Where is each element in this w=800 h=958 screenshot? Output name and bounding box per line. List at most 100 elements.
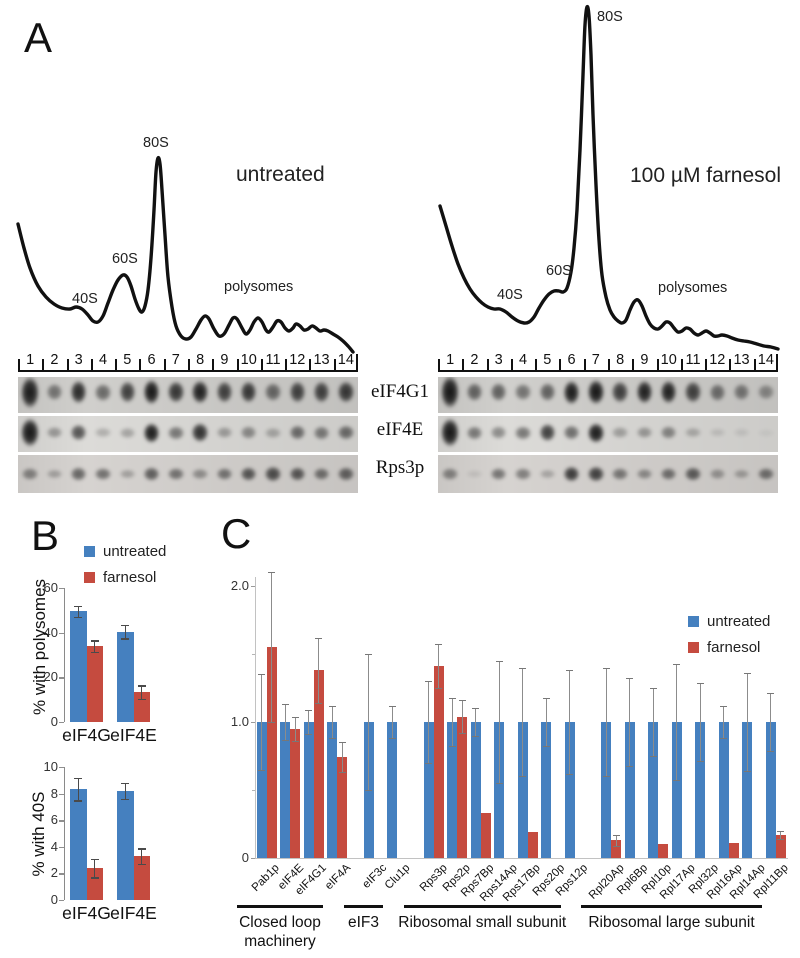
- y-tick: [59, 900, 64, 902]
- legend-swatch-farnesol: [688, 642, 699, 653]
- lane-tick: [139, 359, 142, 370]
- error-bar: [124, 624, 126, 639]
- blot-band: [18, 377, 43, 413]
- lane-tick: [535, 359, 538, 370]
- category-label-Clu1p: Clu1p: [382, 862, 413, 892]
- blot-band: [262, 464, 284, 484]
- bar-farnesol-Rps3p: [433, 666, 444, 858]
- peak-label-80s: 80S: [597, 9, 623, 25]
- error-cap: [121, 638, 130, 640]
- legend-swatch-untreated: [84, 546, 95, 557]
- blot-band: [92, 426, 114, 440]
- lane-tick: [260, 359, 263, 370]
- error-cap: [365, 790, 372, 791]
- error-cap: [305, 709, 312, 711]
- error-cap: [767, 750, 774, 752]
- error-bar: [94, 858, 96, 878]
- bar-untreated-Rpl10p: [648, 722, 658, 858]
- error-bar: [141, 685, 143, 699]
- error-bar: [391, 705, 393, 739]
- chart-percent-with-40s: 0 2 4 6 8 10 eIF4G eIF4E % with 40S: [28, 759, 203, 952]
- bar-untreated-eIF4G: [70, 611, 87, 722]
- lane-number: 14: [337, 352, 354, 368]
- error-cap: [767, 693, 774, 695]
- error-cap: [448, 697, 456, 699]
- lane-number: 13: [313, 352, 330, 368]
- error-bar: [141, 848, 143, 865]
- lane-number: 14: [757, 352, 774, 368]
- blot-band: [439, 466, 461, 482]
- blot-band: [512, 466, 534, 482]
- peak-label-polysomes: polysomes: [224, 279, 294, 295]
- y-tick-label: 1.0: [230, 714, 249, 729]
- lane-tick: [559, 359, 562, 370]
- bar-untreated-eIF4E: [280, 722, 290, 858]
- blot-band: [335, 377, 357, 407]
- blot-band: [585, 377, 607, 408]
- blot-band: [92, 380, 114, 404]
- blot-band: [706, 426, 728, 439]
- error-cap: [458, 700, 466, 702]
- blot-band: [609, 425, 631, 440]
- error-cap: [602, 667, 610, 669]
- bar-farnesol-eIF4E: [133, 856, 150, 900]
- blot-band: [560, 463, 583, 485]
- lane-number: 7: [591, 352, 600, 368]
- bar-untreated-Rpl14Ap: [742, 722, 752, 858]
- bar-untreated-eIF4E: [117, 631, 134, 722]
- y-tick-label: 6: [50, 812, 58, 828]
- legend-label-farnesol: farnesol: [103, 569, 157, 586]
- lane-tick: [510, 359, 513, 370]
- blot-band: [755, 382, 777, 403]
- blot-band: [512, 381, 534, 404]
- lane-number: 5: [543, 352, 552, 368]
- error-cap: [519, 667, 526, 669]
- bar-farnesol-Rpl16Ap: [728, 843, 739, 858]
- category-label-eIF4E: eIF4E: [110, 903, 157, 923]
- error-cap: [74, 605, 83, 608]
- bar-farnesol-eIF4G1: [313, 670, 324, 858]
- blot-band: [238, 424, 260, 441]
- legend-label-farnesol: farnesol: [707, 639, 761, 656]
- error-cap: [720, 738, 727, 740]
- y-tick: [59, 722, 64, 724]
- error-cap: [74, 800, 83, 802]
- blot-band: [68, 421, 90, 444]
- blot-band: [755, 427, 777, 438]
- lane-number: 8: [616, 352, 625, 368]
- blot-band: [488, 424, 510, 441]
- blot-band: [682, 425, 704, 440]
- blot-label-rps3p: Rps3p: [375, 457, 425, 478]
- category-label-eIF4E: eIF4E: [110, 725, 157, 745]
- error-bar: [94, 640, 96, 652]
- lane-tick: [90, 359, 93, 370]
- error-bar: [294, 716, 296, 742]
- legend-swatch-untreated: [688, 616, 699, 627]
- error-cap: [388, 705, 396, 707]
- blot-band: [165, 465, 187, 483]
- error-bar: [271, 572, 272, 722]
- blot-band: [213, 465, 236, 483]
- bar-farnesol-eIF4G: [86, 646, 103, 722]
- error-bar: [124, 782, 126, 799]
- blot-band: [189, 420, 211, 445]
- panel-b-legend-row-farnesol: farnesol: [84, 569, 166, 586]
- error-cap: [495, 660, 503, 662]
- error-bar: [451, 697, 453, 747]
- bar-farnesol-Rps2p: [457, 716, 467, 858]
- blot-band: [730, 381, 753, 404]
- category-label-eIF3c: eIF3c: [360, 862, 390, 891]
- lane-number: 6: [147, 352, 156, 368]
- category-label-Pab1p: Pab1p: [250, 862, 283, 895]
- lane-ruler-right: 1 2 3 4 5 6 7 8 9 10 11 12 13 14: [438, 350, 778, 372]
- blot-band: [43, 381, 66, 404]
- bar-untreated-Rps12p: [564, 722, 575, 858]
- lane-tick: [18, 359, 20, 370]
- error-cap: [90, 858, 99, 861]
- y-tick-label: 2: [50, 865, 58, 881]
- blot-band: [536, 380, 558, 405]
- error-cap: [649, 688, 657, 689]
- error-cap: [121, 798, 130, 801]
- y-tick-label: 0: [50, 892, 58, 907]
- error-cap: [137, 685, 146, 687]
